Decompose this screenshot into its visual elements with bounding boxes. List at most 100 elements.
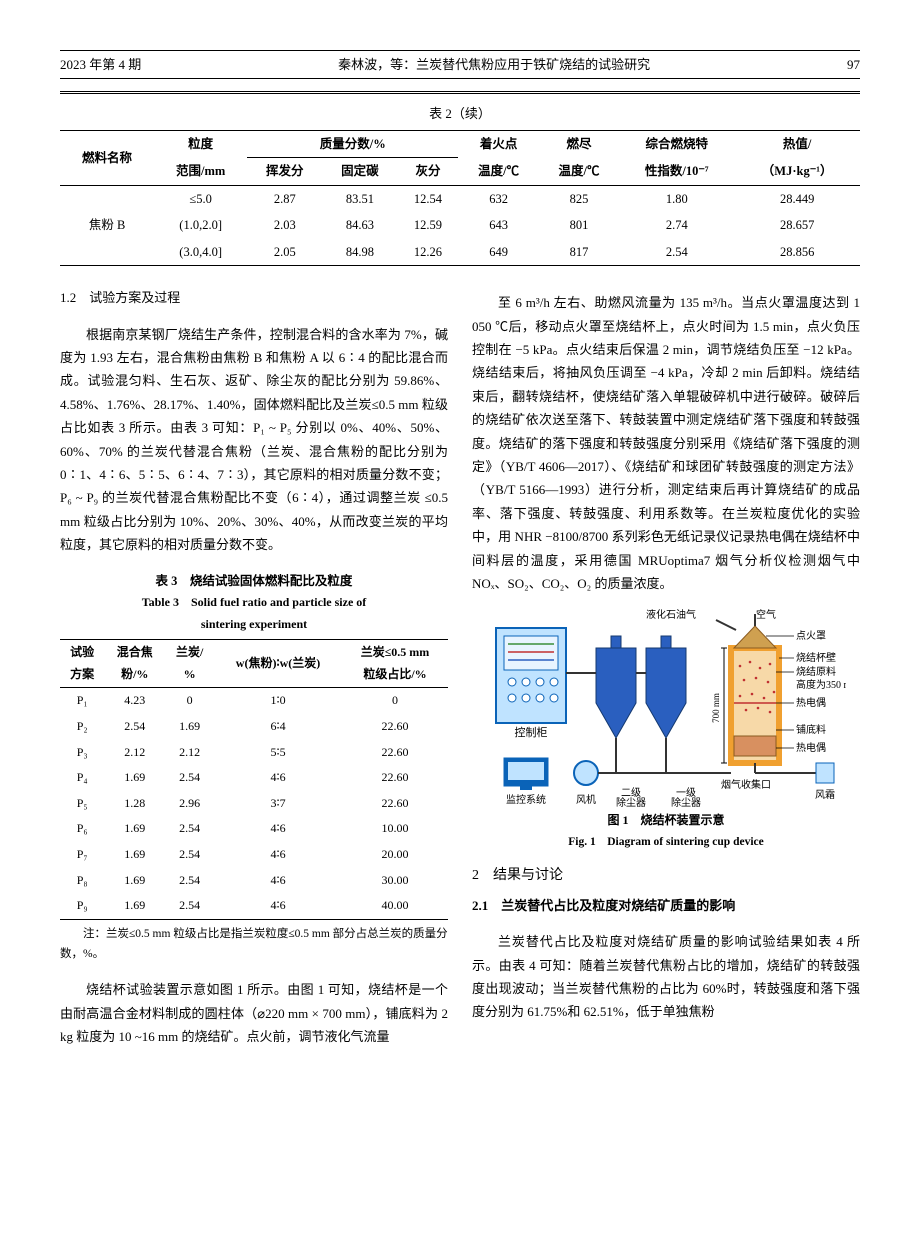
t3-cell: P₄ <box>60 765 104 791</box>
t2-c: 649 <box>458 239 538 266</box>
t3-cell: 4∶6 <box>214 868 342 894</box>
t2-h-heat1: 热值/ <box>734 130 860 158</box>
t2-c: 2.74 <box>619 212 734 239</box>
fig-lbl-blower: 风霜 <box>815 789 835 801</box>
t2-c: 28.449 <box>734 185 860 212</box>
t2-h-burn2: 温度/℃ <box>539 158 619 186</box>
t3-cell: 4∶6 <box>214 816 342 842</box>
t2-c: 28.856 <box>734 239 860 266</box>
t2-c: 12.26 <box>398 239 459 266</box>
t3-cell: P₁ <box>60 688 104 714</box>
t2-h-size1: 粒度 <box>154 130 247 158</box>
fig-lbl-hood: 点火罩 <box>796 630 826 642</box>
t2-c: 1.80 <box>619 185 734 212</box>
t2-h-fc: 固定碳 <box>322 158 397 186</box>
t2-h-ash: 灰分 <box>398 158 459 186</box>
t2-c: 84.63 <box>322 212 397 239</box>
t2-h-size2: 范围/mm <box>154 158 247 186</box>
table2: 燃料名称 粒度 质量分数/% 着火点 燃尽 综合燃烧特 热值/ 范围/mm 挥发… <box>60 130 860 267</box>
t3-cell: 22.60 <box>342 791 448 817</box>
t3-cell: 4∶6 <box>214 893 342 919</box>
t3-cell: 2.54 <box>165 842 214 868</box>
header-center: 秦林波，等：兰炭替代焦粉应用于铁矿烧结的试验研究 <box>338 53 650 76</box>
figure1-caption-zh: 图 1 烧结杯装置示意 <box>472 810 860 832</box>
t2-h-idx1: 综合燃烧特 <box>619 130 734 158</box>
fig-lbl-bed: 铺底料 <box>796 723 826 736</box>
t2-h-heat2: （MJ·kg⁻¹） <box>734 158 860 186</box>
t3-h4: 兰炭≤0.5 mm粒级占比/% <box>342 640 448 688</box>
t2-c: 643 <box>458 212 538 239</box>
t3-cell: P₆ <box>60 816 104 842</box>
t3-h0: 试验方案 <box>60 640 104 688</box>
t3-cell: 4.23 <box>104 688 165 714</box>
t3-cell: 30.00 <box>342 868 448 894</box>
table3: 试验方案 混合焦粉/% 兰炭/% w(焦粉)∶w(兰炭) 兰炭≤0.5 mm粒级… <box>60 639 448 920</box>
right-p1: 至 6 m³/h 左右、助燃风流量为 135 m³/h。当点火罩温度达到 1 0… <box>472 291 860 595</box>
t3-h3: w(焦粉)∶w(兰炭) <box>214 640 342 688</box>
fig-lbl-dc2b: 除尘器 <box>616 796 646 808</box>
t3-cell: 22.60 <box>342 714 448 740</box>
fig-lbl-lpg: 液化石油气 <box>646 608 696 621</box>
t2-h-idx2: 性指数/10⁻⁷ <box>619 158 734 186</box>
t3-cell: P₃ <box>60 740 104 766</box>
sect-2-1-p: 兰炭替代占比及粒度对烧结矿质量的影响试验结果如表 4 所示。由表 4 可知：随着… <box>472 930 860 1024</box>
t3-cell: 2.54 <box>165 893 214 919</box>
t3-cell: P₇ <box>60 842 104 868</box>
t3-cell: 20.00 <box>342 842 448 868</box>
t3-cell: 22.60 <box>342 765 448 791</box>
t3-cell: 2.96 <box>165 791 214 817</box>
t3-cell: P₉ <box>60 893 104 919</box>
t3-cell: 6∶4 <box>214 714 342 740</box>
t2-c: 2.05 <box>247 239 322 266</box>
t3-cell: 4∶6 <box>214 842 342 868</box>
t2-c: 801 <box>539 212 619 239</box>
t3-cell: 1.69 <box>104 868 165 894</box>
fig-lbl-cabinet: 控制柜 <box>515 725 548 739</box>
header-left: 2023 年第 4 期 <box>60 53 141 76</box>
table2-caption: 表 2（续） <box>60 102 860 125</box>
header-rule <box>60 91 860 94</box>
t2-c: 825 <box>539 185 619 212</box>
t2-c: 83.51 <box>322 185 397 212</box>
fig-lbl-cupwall: 烧结杯壁 <box>796 651 836 664</box>
t3-cell: 40.00 <box>342 893 448 919</box>
left-column: 1.2 试验方案及过程 根据南京某钢厂烧结生产条件，控制混合料的含水率为 7%，… <box>60 278 448 1061</box>
t2-body: ≤5.0 2.87 83.51 12.54 632 825 1.80 28.44… <box>60 185 860 266</box>
t3-cell: 0 <box>165 688 214 714</box>
t3-h1: 混合焦粉/% <box>104 640 165 688</box>
fig-lbl-monitor: 监控系统 <box>506 793 546 806</box>
sect-2-title: 2 结果与讨论 <box>472 863 860 888</box>
t3-cell: 2.54 <box>165 868 214 894</box>
fig-lbl-700: 700 mm <box>711 693 721 723</box>
t2-c: 2.87 <box>247 185 322 212</box>
table3-caption-en1: Table 3 Solid fuel ratio and particle si… <box>60 592 448 614</box>
t2-h-ign1: 着火点 <box>458 130 538 158</box>
t2-c: 84.98 <box>322 239 397 266</box>
fig-lbl-fan: 风机 <box>576 793 596 806</box>
t2-c: 2.54 <box>619 239 734 266</box>
t3-cell: 1.69 <box>165 714 214 740</box>
t3-cell: 1.69 <box>104 765 165 791</box>
t2-h-mass: 质量分数/% <box>247 130 458 158</box>
t2-h-burn1: 燃尽 <box>539 130 619 158</box>
t3-cell: 1.69 <box>104 816 165 842</box>
t3-cell: 0 <box>342 688 448 714</box>
t3-cell: 1∶0 <box>214 688 342 714</box>
t2-c: (1.0,2.0] <box>154 212 247 239</box>
t3-cell: 4∶6 <box>214 765 342 791</box>
sect-1-2-p1: 根据南京某钢厂烧结生产条件，控制混合料的含水率为 7%，碱度为 1.93 左右，… <box>60 323 448 557</box>
header-right: 97 <box>847 53 860 76</box>
t2-c: 817 <box>539 239 619 266</box>
t2-c: (3.0,4.0] <box>154 239 247 266</box>
t2-c: 12.54 <box>398 185 459 212</box>
t2-c <box>60 185 154 212</box>
t3-cell: P₂ <box>60 714 104 740</box>
t3-cell: 3∶7 <box>214 791 342 817</box>
sect-2-1-title: 2.1 兰炭替代占比及粒度对烧结矿质量的影响 <box>472 894 860 917</box>
fig-lbl-tc1: 热电偶 <box>796 696 826 709</box>
t3-cell: 5∶5 <box>214 740 342 766</box>
t3-body: P₁4.2301∶00P₂2.541.696∶422.60P₃2.122.125… <box>60 688 448 919</box>
figure-1: 控制柜 监控系统 风机 二级 除尘器 一级 除尘器 <box>472 608 860 852</box>
right-column: 至 6 m³/h 左右、助燃风流量为 135 m³/h。当点火罩温度达到 1 0… <box>472 278 860 1061</box>
t3-cell: 2.54 <box>165 765 214 791</box>
